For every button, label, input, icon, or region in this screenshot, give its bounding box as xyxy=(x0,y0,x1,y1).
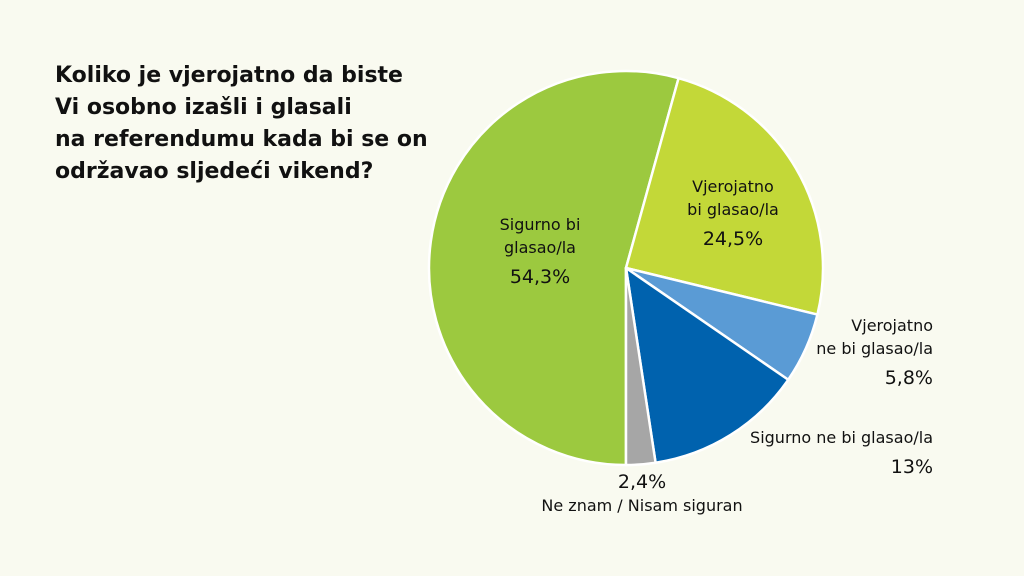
chart-title-line-3: na referendumu kada bi se on xyxy=(55,127,428,152)
pie-slice-4 xyxy=(624,266,657,467)
slice-category-label-1-1: bi glasao/la xyxy=(687,200,779,219)
chart-title-line-2: Vi osobno izašli i glasali xyxy=(55,95,352,120)
slice-value-label-3: 13% xyxy=(891,456,933,478)
pie-slice-1 xyxy=(624,76,825,316)
chart-title: Koliko je vjerojatno da biste Vi osobno … xyxy=(55,60,455,188)
pie-slice-0 xyxy=(427,69,680,467)
slice-category-label-4-0: Ne znam / Nisam siguran xyxy=(541,496,742,515)
slice-category-label-0-0: Sigurno bi xyxy=(500,215,581,234)
chart-title-line-4: održavao sljedeći vikend? xyxy=(55,159,374,184)
chart-title-line-1: Koliko je vjerojatno da biste xyxy=(55,63,403,88)
slice-value-label-1: 24,5% xyxy=(703,228,763,250)
slice-category-label-0-1: glasao/la xyxy=(504,238,576,257)
pie-labels: Sigurno bi glasao/la 54,3% Vjerojatno bi gla… xyxy=(500,177,933,515)
pie-slices xyxy=(427,69,825,467)
slice-category-label-2-1: ne bi glasao/la xyxy=(816,339,933,358)
slice-category-label-3-0: Sigurno ne bi glasao/la xyxy=(750,428,933,447)
slice-value-label-2: 5,8% xyxy=(885,367,933,389)
slice-value-label-4: 2,4% xyxy=(618,471,666,493)
pie-slice-3 xyxy=(624,266,790,465)
slice-value-label-0: 54,3% xyxy=(510,266,570,288)
slice-category-label-1-0: Vjerojatno xyxy=(692,177,774,196)
slice-category-label-2-0: Vjerojatno xyxy=(851,316,933,335)
